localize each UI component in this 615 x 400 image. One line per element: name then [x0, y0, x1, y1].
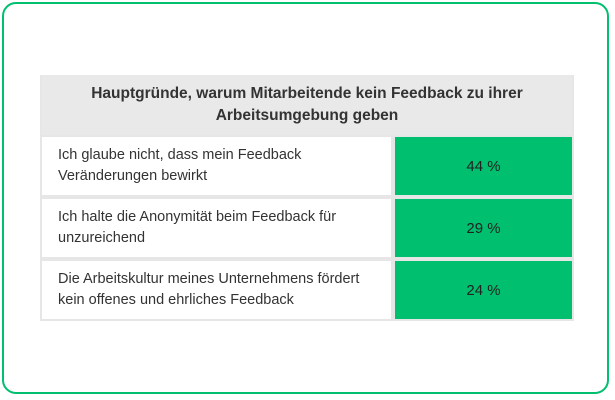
row-label: Ich halte die Anonymität beim Feedback f… — [42, 199, 391, 257]
row-value: 24 % — [395, 261, 572, 319]
table-body: Ich glaube nicht, dass mein Feedback Ver… — [42, 137, 572, 319]
table-row: Ich halte die Anonymität beim Feedback f… — [42, 199, 572, 257]
row-value: 29 % — [395, 199, 572, 257]
row-label: Die Arbeitskultur meines Unternehmens fö… — [42, 261, 391, 319]
table: Hauptgründe, warum Mitarbeitende kein Fe… — [40, 75, 574, 321]
row-label: Ich glaube nicht, dass mein Feedback Ver… — [42, 137, 391, 195]
table-row: Ich glaube nicht, dass mein Feedback Ver… — [42, 137, 572, 195]
row-value: 44 % — [395, 137, 572, 195]
table-header: Hauptgründe, warum Mitarbeitende kein Fe… — [42, 75, 572, 135]
table-row: Die Arbeitskultur meines Unternehmens fö… — [42, 261, 572, 319]
